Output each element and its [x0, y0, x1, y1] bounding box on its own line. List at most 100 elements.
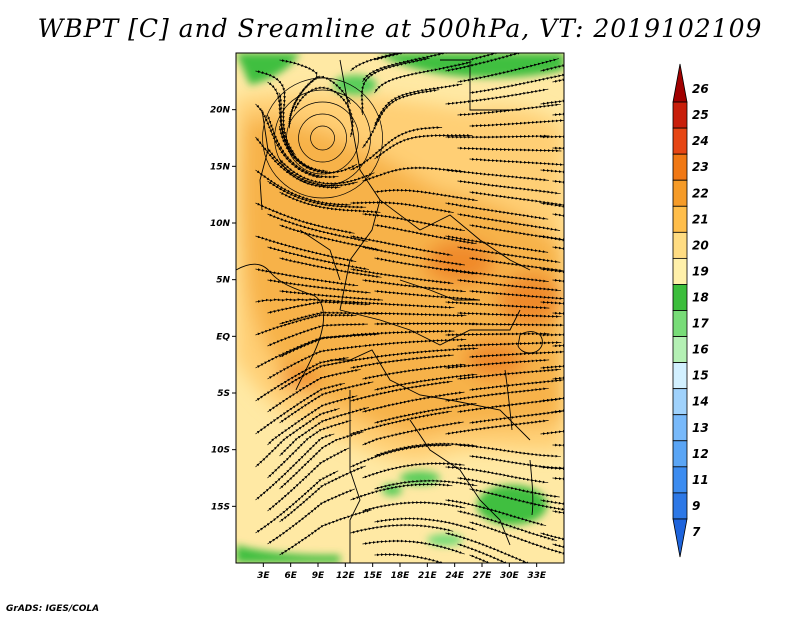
colorbar-swatch-10 [672, 336, 688, 364]
streamline-180 [279, 509, 372, 556]
colorbar-label: 7 [692, 525, 701, 539]
colorbar-top-arrow [672, 63, 688, 103]
streamline-163 [540, 499, 564, 506]
streamline-102 [445, 332, 550, 337]
streamline-171 [565, 522, 569, 523]
streamline-165 [362, 501, 466, 512]
border-d [440, 59, 520, 111]
colorbar-label: 14 [692, 395, 709, 409]
lat-label: 5S [217, 389, 230, 399]
streamline-94 [457, 311, 562, 318]
colorbar-label: 11 [692, 473, 709, 487]
lat-label: 10N [210, 219, 231, 229]
border-c [379, 199, 531, 271]
colorbar-swatch-8 [672, 284, 688, 311]
streamline-59 [552, 213, 564, 218]
border-a [259, 109, 269, 211]
colorbar-swatch-16 [672, 492, 688, 520]
lat-label: 15S [211, 502, 230, 512]
map-title: WBPT [C] and Sreamline at 500hPa, VT: 20… [37, 14, 763, 43]
lat-label: EQ [216, 332, 230, 342]
green-north-b [333, 75, 377, 95]
colorbar-label: 20 [692, 238, 709, 252]
vortex-ring-36 [286, 101, 359, 175]
vortex-ring-60 [262, 77, 383, 199]
lon-label: 21E [418, 571, 438, 581]
streamline-45 [362, 166, 465, 182]
streamline-98 [469, 322, 564, 327]
colorbar-label: 12 [692, 447, 709, 461]
streamline-161 [350, 482, 453, 501]
border-h [409, 419, 511, 546]
colorbar: 7 9 11 12 13 14 15 16 17 18 19 20 21 22 23 24 25 26 [672, 63, 709, 558]
green-south-a [400, 471, 440, 485]
lon-axis: 3E 6E 9E 12E 15E 18E 21E 24E 27E 30E 33E [257, 563, 547, 581]
streamline-93 [362, 311, 467, 317]
lon-label: 18E [391, 571, 411, 581]
streamline-92 [267, 300, 371, 314]
colorbar-label: 24 [692, 134, 709, 148]
colorbar-label: 23 [692, 160, 709, 174]
lat-label: 5N [216, 276, 230, 286]
streamline-169 [374, 517, 478, 531]
streamline-138 [445, 419, 549, 436]
streamline-84 [279, 289, 384, 302]
border-b [339, 59, 381, 311]
streamline-53 [350, 201, 454, 214]
colorbar-label: 26 [692, 82, 709, 96]
streamline-85 [374, 289, 479, 301]
streamline-15 [565, 92, 569, 93]
grads-credit: GrADS: IGES/COLA [6, 604, 100, 614]
lon-label: 27E [473, 571, 493, 581]
streamline-89 [350, 300, 455, 309]
lon-label: 9E [312, 571, 325, 581]
streamline-135 [565, 423, 569, 424]
streamlines [255, 53, 569, 563]
colorbar-swatch-4 [672, 179, 688, 207]
colorbar-swatch-5 [672, 205, 688, 233]
streamline-82 [457, 278, 561, 292]
colorbar-swatch-6 [672, 231, 688, 259]
lat-label: 10S [211, 446, 230, 456]
lon-label: 3E [257, 571, 270, 581]
colorbar-swatch-15 [672, 466, 688, 494]
vortex-ring-24 [298, 113, 347, 163]
streamline-75 [565, 258, 569, 259]
colorbar-swatch-12 [672, 388, 688, 416]
streamline-183 [565, 555, 569, 556]
streamline-34 [457, 146, 562, 153]
border-e [339, 309, 521, 346]
colorbar-swatch-2 [672, 127, 688, 155]
streamline-3 [565, 59, 569, 60]
streamline-181 [374, 553, 451, 563]
lon-label: 30E [500, 571, 520, 581]
colorbar-label: 13 [692, 421, 709, 435]
country-borders [236, 59, 543, 563]
field-22-23-a [425, 240, 495, 284]
streamline-83 [552, 278, 564, 283]
lon-label: 12E [336, 571, 356, 581]
streamline-95 [552, 311, 564, 315]
streamline-49 [374, 188, 478, 202]
green-south-b [382, 484, 402, 496]
streamline-23 [552, 112, 564, 117]
streamline-90 [445, 300, 550, 310]
colorbar-label: 18 [692, 290, 709, 304]
lon-label: 33E [527, 571, 547, 581]
lon-label: 6E [284, 571, 297, 581]
streamline-71 [552, 246, 564, 250]
streamline-175 [540, 532, 564, 541]
colorbar-label: 19 [692, 264, 709, 278]
colorbar-swatch-14 [672, 440, 688, 468]
streamline-18 [445, 88, 549, 106]
streamline-38 [469, 157, 564, 166]
streamline-86 [469, 289, 564, 300]
lake-victoria [517, 331, 543, 354]
lat-label: 15N [210, 162, 231, 172]
field-22-23-b [498, 274, 562, 326]
lon-label: 15E [363, 571, 383, 581]
colorbar-label: 15 [692, 369, 709, 383]
streamline-47 [552, 179, 564, 184]
streamline-182 [469, 554, 497, 563]
